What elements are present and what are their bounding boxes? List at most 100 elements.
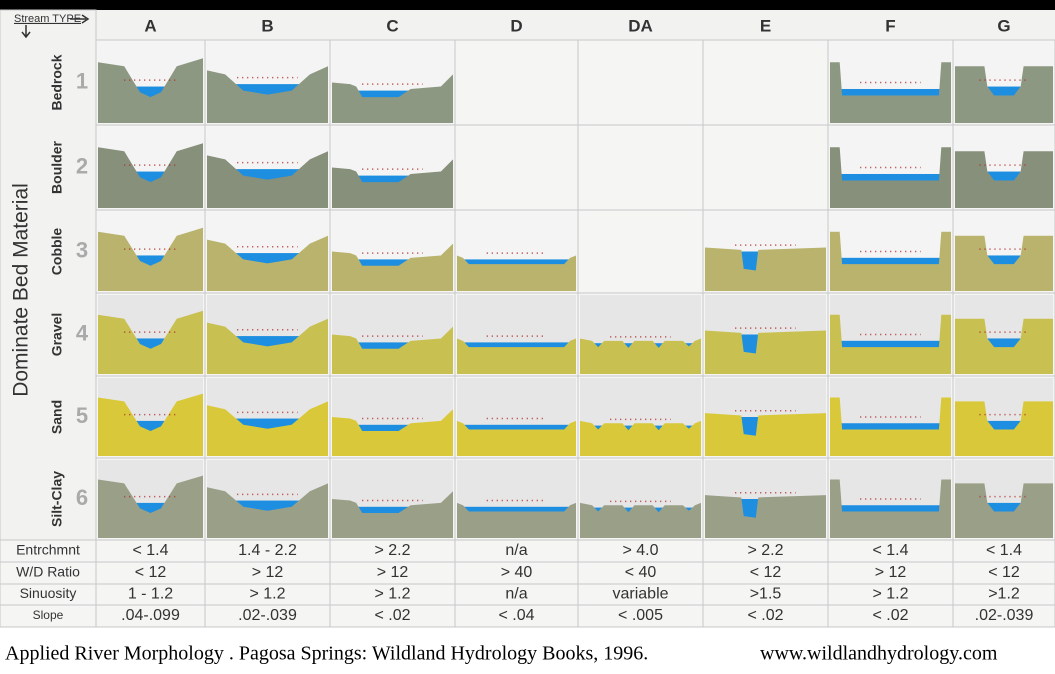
cross-section (98, 212, 203, 291)
metric-value: < 1.4 (132, 542, 168, 559)
cross-section (457, 460, 576, 538)
metric-value: > 1.2 (872, 586, 908, 603)
column-header: A (144, 16, 156, 35)
ground (457, 338, 576, 374)
cell (702, 124, 829, 211)
ground (98, 143, 203, 208)
metric-label: Slope (33, 608, 64, 622)
metric-value: > 2.2 (374, 542, 410, 559)
ground (580, 502, 701, 538)
cross-section (207, 127, 328, 208)
cross-section (830, 295, 951, 374)
column-header: B (261, 16, 273, 35)
cross-section (457, 378, 576, 456)
cross-section (705, 460, 826, 538)
metric-value: n/a (505, 586, 527, 603)
ground (580, 338, 701, 374)
metric-value: < 12 (135, 564, 167, 581)
ground (830, 479, 951, 538)
metric-value: 1.4 - 2.2 (238, 542, 297, 559)
ground (830, 314, 951, 374)
metric-value: .04-.099 (121, 607, 180, 624)
metric-value: > 12 (252, 564, 284, 581)
metric-value: > 1.2 (249, 586, 285, 603)
cross-section (332, 212, 453, 291)
arrows (21, 14, 90, 39)
cross-section (955, 127, 1053, 208)
metric-label: Entrchmnt (16, 542, 80, 558)
cross-section (332, 295, 453, 374)
cross-section (705, 212, 826, 291)
cross-section (830, 42, 951, 123)
ground (332, 74, 453, 123)
ground (830, 231, 951, 291)
metric-value: 1 - 1.2 (128, 586, 173, 603)
metric-value: < 1.4 (872, 542, 908, 559)
cell (577, 209, 704, 294)
ground (207, 235, 328, 291)
cross-section (207, 295, 328, 374)
row-number: 4 (76, 320, 89, 345)
metric-value: > 12 (377, 564, 409, 581)
cross-section (580, 295, 701, 374)
cross-section (207, 460, 328, 538)
metric-value: variable (612, 586, 668, 603)
footer-bg (0, 627, 1055, 674)
column-header: G (997, 16, 1010, 35)
material-label: Boulder (49, 141, 65, 194)
cross-section (955, 378, 1053, 456)
metric-value: < 12 (988, 564, 1020, 581)
cell (577, 39, 704, 126)
metric-value: > 4.0 (622, 542, 658, 559)
cross-section (955, 295, 1053, 374)
cross-section (98, 378, 203, 456)
corner-label: Stream TYPE (14, 13, 81, 25)
cross-section (955, 42, 1053, 123)
ground (207, 66, 328, 123)
ground (457, 420, 576, 456)
ground (332, 491, 453, 538)
ground (332, 409, 453, 456)
ground (457, 255, 576, 291)
metric-cell (952, 604, 1055, 628)
metric-value: < 1.4 (986, 542, 1022, 559)
side-label: Dominate Bed Material (10, 183, 33, 397)
metric-value: > 2.2 (747, 542, 783, 559)
ground (98, 393, 203, 456)
cross-section (332, 42, 453, 123)
metric-label: W/D Ratio (16, 564, 80, 580)
ground (457, 502, 576, 538)
ground (332, 159, 453, 208)
citation: Applied River Morphology . Pagosa Spring… (5, 643, 648, 665)
metric-label: Sinuosity (20, 585, 77, 601)
cross-section (955, 212, 1053, 291)
cross-section (955, 460, 1053, 538)
cross-section (830, 212, 951, 291)
metric-value: < .02 (872, 607, 908, 624)
material-label: Bedrock (49, 54, 65, 110)
metric-value: > 12 (875, 564, 907, 581)
ground (207, 401, 328, 456)
material-label: Gravel (49, 313, 65, 357)
ground (98, 475, 203, 538)
cross-section (207, 42, 328, 123)
ground (705, 247, 826, 291)
cross-section (830, 460, 951, 538)
ground (830, 147, 951, 208)
column-header: C (386, 16, 398, 35)
cross-section (830, 378, 951, 456)
ground (207, 483, 328, 538)
cross-section (705, 295, 826, 374)
metric-value: < .005 (618, 607, 663, 624)
cross-section (332, 378, 453, 456)
metric-value: < .02 (374, 607, 410, 624)
cross-section (332, 460, 453, 538)
side-frame (0, 9, 97, 541)
metric-value: .02-.039 (238, 607, 297, 624)
metric-value: < .04 (498, 607, 534, 624)
cross-section (457, 212, 576, 291)
cross-section (580, 378, 701, 456)
metric-value: n/a (505, 542, 527, 559)
cross-section (332, 127, 453, 208)
metric-value: > 1.2 (374, 586, 410, 603)
